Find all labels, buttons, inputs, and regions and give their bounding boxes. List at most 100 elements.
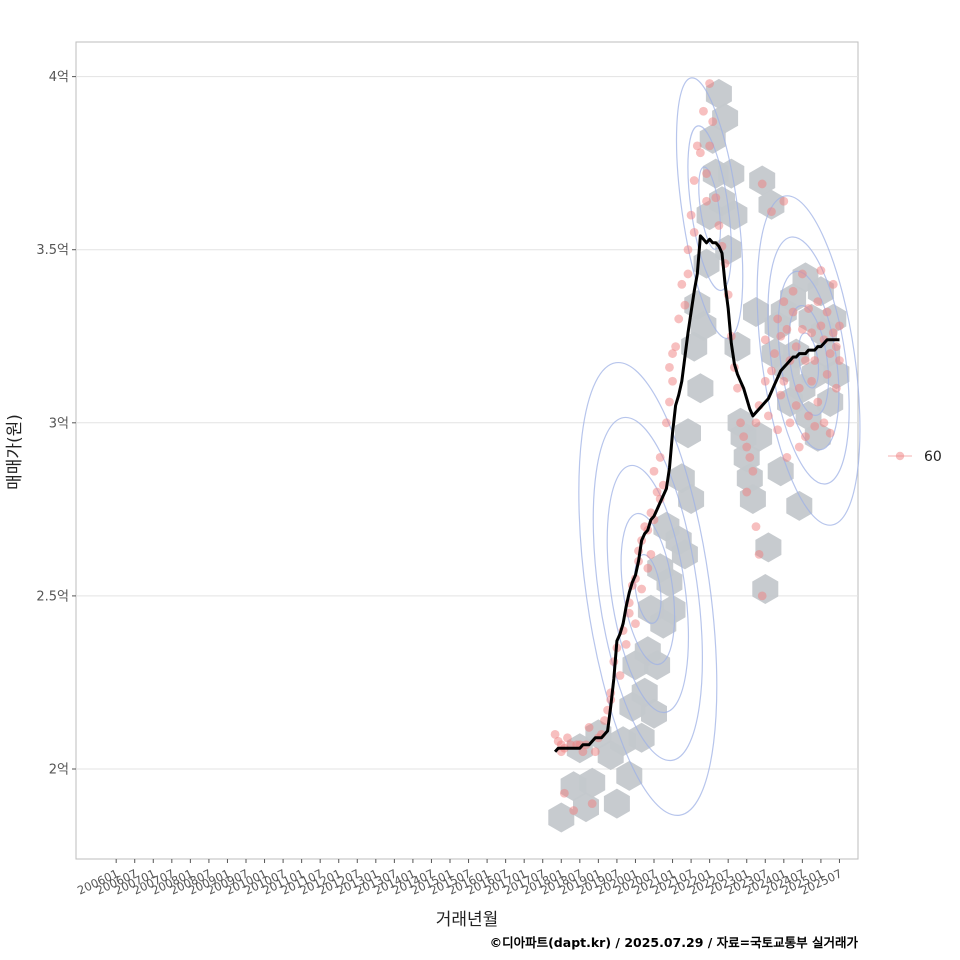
scatter-point <box>788 286 798 296</box>
scatter-point <box>563 733 572 743</box>
hexbin-cell <box>767 456 794 487</box>
hexbin-cell <box>616 760 643 791</box>
scatter-point <box>807 328 817 338</box>
hexbin-cell <box>712 103 739 134</box>
scatter-point <box>569 806 579 815</box>
density-contour <box>698 166 722 250</box>
scatter-point <box>689 176 699 185</box>
hexbin-cell <box>746 421 773 452</box>
scatter-point <box>590 747 600 757</box>
scatter-point <box>550 729 560 739</box>
source-caption: ©디아파트(dapt.kr) / 2025.07.29 / 자료=국토교통부 실… <box>490 935 859 950</box>
scatter-point <box>705 141 715 151</box>
scatter-point <box>748 466 758 476</box>
scatter-point <box>810 356 820 365</box>
scatter-point <box>708 117 718 127</box>
scatter-point <box>757 591 767 601</box>
scatter-point <box>683 269 693 279</box>
scatter-point <box>773 425 783 435</box>
scatter-point <box>822 307 832 317</box>
hexbin-cell <box>758 189 785 220</box>
scatter-point <box>695 148 705 158</box>
scatter-point <box>652 487 662 497</box>
scatter-point <box>665 363 674 372</box>
scatter-point <box>794 442 804 452</box>
y-tick-label: 3.5억 <box>36 243 69 258</box>
scatter-point <box>674 314 684 324</box>
scatter-point <box>742 487 752 497</box>
scatter-point <box>692 141 702 151</box>
scatter-point <box>779 297 789 307</box>
hexbin-cell <box>743 297 769 327</box>
scatter-point <box>791 401 801 410</box>
scatter-point <box>770 349 779 358</box>
scatter-point <box>671 342 681 352</box>
y-tick-label: 2.5억 <box>36 589 69 604</box>
hexbin-cell <box>807 276 834 307</box>
y-tick-label: 2억 <box>49 762 69 777</box>
scatter-point <box>621 639 631 649</box>
scatter-point <box>754 549 764 559</box>
scatter-point <box>714 221 724 230</box>
scatter-point <box>631 619 640 628</box>
scatter-point <box>637 584 647 594</box>
scatter-point <box>835 321 844 331</box>
scatter-point <box>779 376 789 386</box>
scatter-point <box>785 418 795 428</box>
scatter-point <box>699 106 708 116</box>
scatter-point <box>757 179 767 189</box>
scatter-point <box>655 453 665 462</box>
scatter-point <box>668 349 677 358</box>
scatter-point <box>736 418 745 428</box>
scatter-point <box>776 331 786 341</box>
scatter-point <box>661 418 671 428</box>
scatter-point <box>751 418 761 428</box>
scatter-point <box>816 266 826 275</box>
scatter-point <box>584 723 594 732</box>
scatter-point <box>760 335 770 345</box>
density-contour <box>606 464 690 714</box>
scatter-point <box>559 788 569 798</box>
scatter-point <box>739 432 749 442</box>
x-axis: 2006012006072007012007072008012008072009… <box>75 859 844 898</box>
scatter-point <box>782 324 792 334</box>
scatter-point <box>751 522 761 532</box>
density-contour <box>777 270 840 451</box>
scatter-point <box>835 356 844 365</box>
density-contour <box>756 195 861 526</box>
scatter-point <box>816 321 826 331</box>
scatter-point <box>807 376 817 386</box>
scatter-point <box>797 269 807 279</box>
scatter-point <box>702 169 711 178</box>
density-contour <box>634 554 662 624</box>
legend: 60 <box>888 449 942 465</box>
scatter-point <box>689 228 699 237</box>
scatter-point <box>801 356 810 365</box>
scatter-point <box>711 193 721 203</box>
scatter-point <box>822 369 832 379</box>
scatter-point <box>702 196 711 206</box>
density-contour <box>767 236 850 485</box>
hexbin-cell <box>641 698 667 729</box>
trend-line <box>553 234 840 753</box>
scatter-point <box>782 453 792 462</box>
scatter-point <box>825 428 835 438</box>
hexbin-cell <box>687 373 714 404</box>
hexbin-cell <box>659 594 686 625</box>
hexbin-cell <box>656 567 683 598</box>
hexbin-cell <box>579 767 606 798</box>
scatter-point <box>813 397 823 407</box>
hexbin-cell <box>823 359 850 390</box>
scatter-point <box>813 297 823 307</box>
scatter-point <box>649 466 659 476</box>
scatter-point <box>665 397 674 407</box>
legend-label: 60 <box>924 449 942 465</box>
contour-layer <box>578 77 861 816</box>
scatter-point <box>819 418 829 428</box>
scatter-point <box>828 328 838 338</box>
scatter-point <box>705 79 715 88</box>
scatter-point <box>831 342 841 352</box>
hexbin-cell <box>644 650 671 681</box>
y-tick-label: 3억 <box>49 416 69 431</box>
scatter-point <box>600 716 609 725</box>
